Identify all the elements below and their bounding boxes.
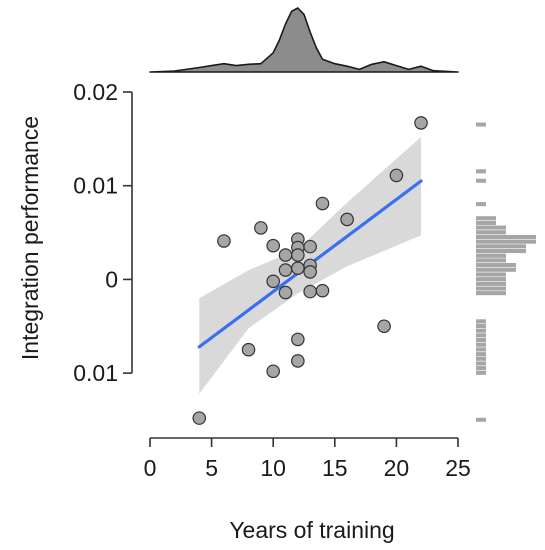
- histogram-bar: [476, 253, 506, 258]
- y-tick-label: 0: [105, 266, 118, 292]
- data-point: [278, 263, 293, 277]
- histogram-bar: [476, 291, 506, 296]
- data-point: [315, 196, 330, 211]
- data-point: [266, 364, 280, 379]
- histogram-bar: [476, 323, 486, 328]
- data-point: [254, 221, 268, 235]
- data-point: [291, 354, 305, 368]
- x-marginal-density: [149, 7, 459, 73]
- histogram-bar: [476, 216, 496, 221]
- histogram-bar: [476, 356, 486, 361]
- x-tick-label: 0: [144, 455, 157, 481]
- data-point: [241, 342, 256, 357]
- data-point: [315, 283, 330, 298]
- histogram-bar: [476, 286, 506, 291]
- histogram-bar: [476, 267, 516, 272]
- y-axis-title: Integration performance: [17, 116, 43, 360]
- histogram-bar: [476, 370, 486, 375]
- histogram-bar: [476, 239, 536, 244]
- data-point: [291, 261, 305, 275]
- histogram-bar: [476, 169, 486, 174]
- x-tick-label: 5: [205, 455, 218, 481]
- data-point: [291, 332, 305, 347]
- histogram-bar: [476, 328, 486, 333]
- x-axis: 0 5 10 15 20 25: [144, 437, 471, 481]
- histogram-bar: [476, 352, 486, 357]
- histogram-bar: [476, 361, 486, 366]
- histogram-bar: [476, 342, 486, 347]
- data-point: [340, 212, 354, 227]
- x-axis-title: Years of training: [229, 517, 394, 543]
- data-point: [217, 234, 231, 248]
- histogram-bar: [476, 230, 506, 235]
- histogram-bar: [476, 366, 486, 371]
- histogram-bar: [476, 272, 506, 277]
- data-point: [266, 274, 280, 289]
- histogram-bar: [476, 347, 486, 352]
- x-tick-label: 25: [445, 455, 471, 481]
- data-points-layer: [192, 116, 428, 425]
- data-point: [303, 265, 317, 279]
- histogram-bar: [476, 333, 486, 338]
- x-tick-label: 20: [384, 455, 410, 481]
- histogram-bar: [476, 249, 526, 254]
- histogram-bar: [476, 225, 506, 230]
- histogram-bar: [476, 319, 486, 324]
- data-point: [291, 248, 305, 262]
- histogram-bar: [476, 122, 486, 127]
- data-point: [303, 284, 317, 299]
- x-tick-label: 15: [322, 455, 348, 481]
- histogram-bar: [476, 277, 506, 282]
- y-axis: 0.01 0 0.01 0.02: [73, 79, 133, 386]
- histogram-bar: [476, 220, 496, 225]
- data-point: [377, 319, 391, 334]
- y-tick-label: 0.01: [73, 360, 118, 386]
- histogram-bar: [476, 234, 536, 239]
- x-density-curve: [149, 7, 459, 73]
- histogram-bar: [476, 244, 526, 249]
- y-tick-label: 0.01: [73, 173, 118, 199]
- histogram-bar: [476, 338, 486, 343]
- histogram-bar: [476, 258, 506, 263]
- data-point: [278, 248, 293, 262]
- histogram-bar: [476, 202, 486, 207]
- data-point: [192, 411, 207, 425]
- x-tick-label: 10: [260, 455, 286, 481]
- y-tick-label: 0.02: [73, 79, 118, 105]
- data-point: [414, 116, 428, 130]
- histogram-bar: [476, 263, 516, 268]
- y-marginal-histogram: [476, 122, 536, 422]
- data-point: [389, 168, 404, 183]
- histogram-bar: [476, 417, 486, 422]
- histogram-bar: [476, 178, 486, 183]
- histogram-bar: [476, 281, 506, 286]
- data-point: [278, 285, 293, 300]
- data-point: [303, 239, 317, 254]
- data-point: [266, 238, 280, 253]
